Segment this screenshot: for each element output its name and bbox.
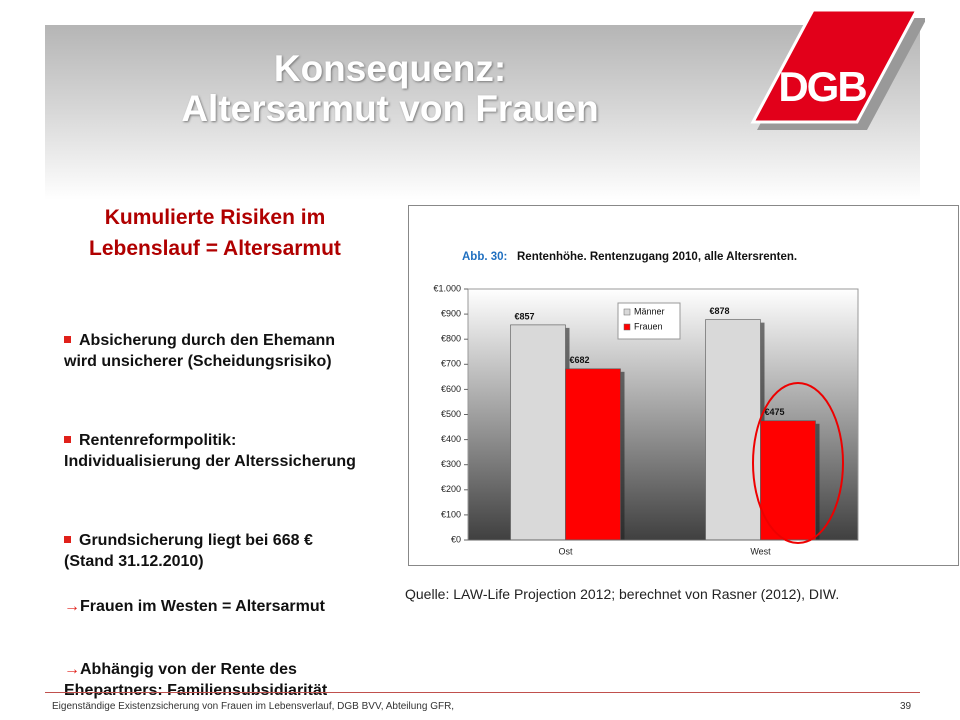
y-tick-label: €0 [451,534,461,544]
title: Altersarmut von Frauen [181,88,599,129]
chart-title-prefix: Abb. 30: [462,251,507,263]
chart: Abb. 30: Rentenhöhe. Rentenzugang 2010, … [408,205,959,566]
logo-text: DGB [778,63,866,110]
y-tick-label: €800 [441,334,461,344]
source: Quelle: LAW-Life Projection 2012; berech… [405,586,840,602]
y-tick-label: €200 [441,484,461,494]
value-label: €857 [515,311,535,321]
y-tick-label: €600 [441,384,461,394]
bullet: Rentenreformpolitik: Individualisierung … [64,432,356,470]
x-tick-label: West [750,546,771,556]
value-label: €475 [765,407,785,417]
y-tick-label: €900 [441,308,461,318]
y-tick-label: €1.000 [433,283,461,293]
legend-label: Männer [634,306,665,316]
value-label: €878 [710,306,730,316]
bar [510,324,566,541]
y-tick-label: €100 [441,509,461,519]
page-number: 39 [900,701,912,712]
value-label: €682 [570,355,590,365]
bullet: Absicherung durch den Ehemann wird unsic… [64,332,336,370]
heading: Kumulierte Risiken im Lebenslauf = Alter… [89,206,341,260]
footer-line [45,692,920,693]
arrow-item: →Abhängig von der Rente des Ehepartners:… [64,661,328,699]
arrow-item: →Frauen im Westen = Altersarmut [64,598,325,615]
y-tick-label: €300 [441,459,461,469]
logo: DGB [750,8,925,130]
footer: Eigenständige Existenzsicherung von Frau… [52,701,455,712]
legend-swatch [623,323,631,331]
legend-swatch [623,308,631,316]
y-tick-label: €700 [441,359,461,369]
bar [705,319,761,541]
bullet: Grundsicherung liegt bei 668 € (Stand 31… [64,532,313,570]
y-tick-label: €400 [441,434,461,444]
title: Konsequenz: [273,48,507,89]
bar [565,368,621,541]
legend-label: Frauen [634,321,663,331]
bar [760,420,816,541]
chart-title: Rentenhöhe. Rentenzugang 2010, alle Alte… [517,251,797,263]
x-tick-label: Ost [558,546,573,556]
y-tick-label: €500 [441,409,461,419]
highlight-ring [752,382,844,544]
